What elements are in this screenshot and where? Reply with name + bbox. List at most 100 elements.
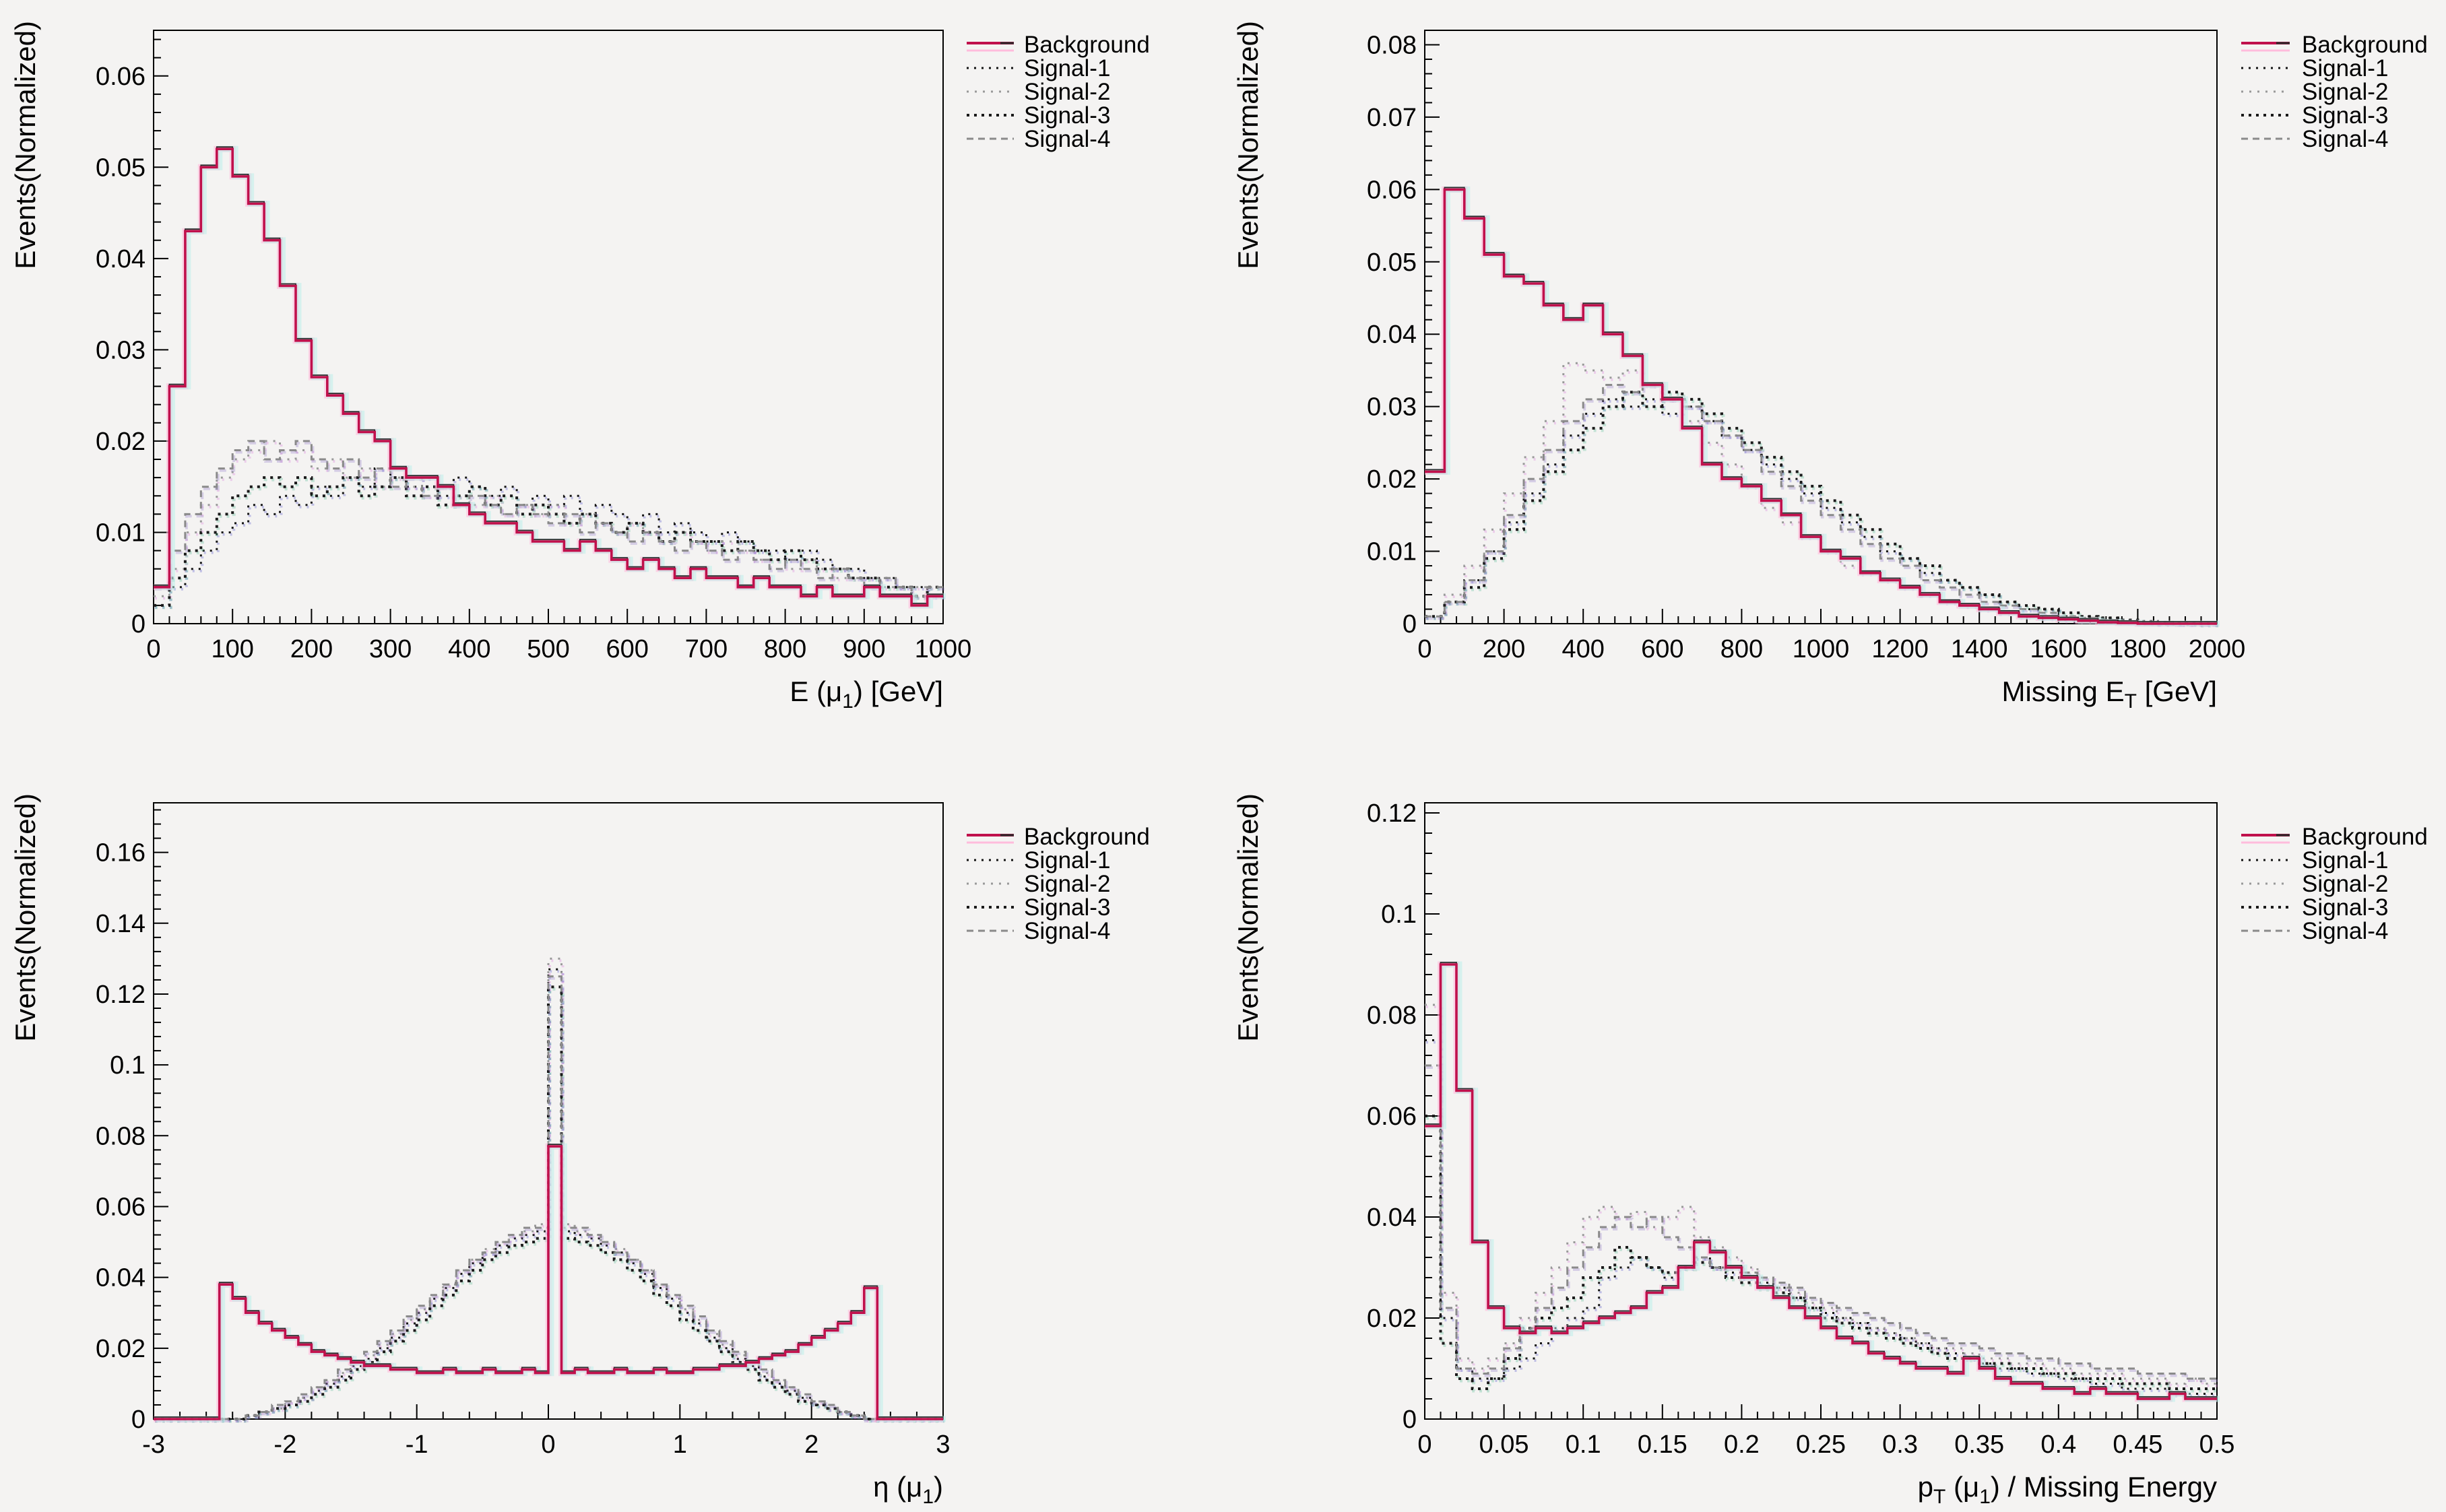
- legend-entry-signal1: Signal-1: [2241, 847, 2388, 874]
- legend-label-signal2: Signal-2: [2302, 79, 2388, 105]
- y-tick-label: 0.05: [96, 154, 146, 182]
- legend: BackgroundSignal-1Signal-2Signal-3Signal…: [2241, 32, 2428, 152]
- x-tick-label: 2000: [2189, 635, 2246, 663]
- y-tick-label: 0.02: [96, 1335, 146, 1363]
- plot-frame: [153, 30, 944, 624]
- x-tick-label: 0: [146, 635, 160, 663]
- series-background-halo-cyan: [1427, 961, 2220, 1402]
- x-tick-label: 0.05: [1479, 1431, 1529, 1459]
- y-tick-label: 0.06: [1367, 176, 1417, 204]
- legend-entry-background: Background: [2241, 32, 2428, 58]
- series-ghost-signal3: [155, 478, 944, 610]
- legend-label-signal4: Signal-4: [2302, 126, 2388, 152]
- x-axis-title: Missing ET​ [GeV]: [2002, 676, 2217, 713]
- legend-entry-signal4: Signal-4: [967, 126, 1110, 152]
- y-tick-label: 0.07: [1367, 104, 1417, 132]
- histogram-chart-e-mu1: 0 100 200 300 400 500 600 700 800 900 1000 0 0.01 0.0…: [9, 21, 1150, 713]
- series-background: [154, 147, 943, 607]
- panel-e-mu1: 0 100 200 300 400 500 600 700 800 900 1000 0 0.01 0.0…: [0, 0, 1223, 756]
- series-signal4: [1425, 1064, 2217, 1380]
- legend-label-signal3: Signal-3: [1024, 102, 1110, 129]
- series-signal3: [1425, 1115, 2217, 1390]
- legend-label-background: Background: [2302, 32, 2428, 58]
- series-background-halo-pink: [1425, 186, 2217, 627]
- series-ghost-signal2: [155, 959, 944, 1422]
- legend-entry-signal2: Signal-2: [967, 871, 1110, 897]
- legend-label-signal2: Signal-2: [2302, 871, 2388, 897]
- x-tick-label: 0.35: [1954, 1431, 2004, 1459]
- series-signal1: [1425, 1039, 2217, 1395]
- legend-label-signal1: Signal-1: [2302, 55, 2388, 81]
- panel-missing-et: 0 200 400 600 800 1000 1200 1400 1600 1800 2000 0 0.…: [1223, 0, 2446, 756]
- legend-entry-background: Background: [967, 32, 1150, 58]
- legend-label-background: Background: [1024, 32, 1150, 58]
- series-background-halo-cyan: [156, 145, 946, 609]
- histogram-chart-eta-mu1: -3 -2 -1 0 1 2 3 0 0.02 0.04 0.06 0.08 0.1 0.12 0.14 0.…: [9, 793, 1150, 1508]
- legend-label-signal4: Signal-4: [2302, 918, 2388, 944]
- y-tick-label: 0.06: [96, 63, 146, 91]
- plot-missing-et: 0 200 400 600 800 1000 1200 1400 1600 1800 2000 0 0.…: [1232, 21, 2428, 713]
- legend-entry-signal2: Signal-2: [2241, 871, 2388, 897]
- legend-label-background: Background: [2302, 824, 2428, 850]
- series-group: [1425, 186, 2220, 628]
- axes: -3 -2 -1 0 1 2 3 0 0.02 0.04 0.06 0.08 0.1 0.12 0.14 0.…: [9, 793, 951, 1508]
- series-signal3: [154, 476, 943, 607]
- x-tick-label: 0: [1417, 635, 1431, 663]
- x-tick-label: 0.3: [1882, 1431, 1918, 1459]
- y-tick-label: 0.12: [1367, 799, 1417, 828]
- y-tick-label: 0.02: [96, 428, 146, 456]
- legend-label-signal3: Signal-3: [2302, 102, 2388, 129]
- y-tick-label: 0: [131, 610, 146, 638]
- plot-eta-mu1: -3 -2 -1 0 1 2 3 0 0.02 0.04 0.06 0.08 0.1 0.12 0.14 0.…: [9, 793, 1150, 1508]
- legend-entry-signal3: Signal-3: [967, 102, 1110, 129]
- plot-pt-mu1-over-met: 0 0.05 0.1 0.15 0.2 0.25 0.3 0.35 0.4 0.45 0.5 0 0.0…: [1232, 793, 2428, 1508]
- y-axis-title: Events(Normalized): [1232, 793, 1264, 1042]
- y-axis-title: Events(Normalized): [1232, 21, 1264, 269]
- legend-label-signal1: Signal-1: [1024, 847, 1110, 874]
- x-tick-label: 400: [1562, 635, 1604, 663]
- legend-label-signal4: Signal-4: [1024, 918, 1110, 944]
- y-tick-label: 0.02: [1367, 465, 1417, 494]
- series-background-outline: [1425, 962, 2217, 1398]
- y-tick-label: 0: [1403, 610, 1417, 638]
- x-tick-label: 1000: [915, 635, 972, 663]
- x-tick-label: 1800: [2109, 635, 2166, 663]
- y-tick-label: 0.06: [96, 1193, 146, 1221]
- series-ghost-signal4: [155, 977, 944, 1422]
- series-background-outline: [154, 146, 943, 604]
- legend-label-signal1: Signal-1: [1024, 55, 1110, 81]
- y-tick-label: 0.04: [96, 245, 146, 273]
- x-tick-label: 900: [843, 635, 885, 663]
- axes: 0 100 200 300 400 500 600 700 800 900 1000 0 0.01 0.0…: [9, 21, 971, 713]
- series-background: [1425, 188, 2217, 625]
- legend-label-signal2: Signal-2: [1024, 79, 1110, 105]
- x-tick-label: 800: [1720, 635, 1763, 663]
- legend-label-signal2: Signal-2: [1024, 871, 1110, 897]
- legend-label-signal3: Signal-3: [2302, 894, 2388, 921]
- x-tick-label: 0.25: [1796, 1431, 1846, 1459]
- series-group: [1425, 961, 2220, 1402]
- x-tick-label: -2: [273, 1431, 296, 1459]
- x-tick-label: 500: [527, 635, 569, 663]
- series-signal4: [1425, 384, 2217, 625]
- x-tick-label: 0.45: [2113, 1431, 2162, 1459]
- legend-entry-signal2: Signal-2: [2241, 79, 2388, 105]
- series-background-halo-pink: [154, 145, 943, 609]
- x-axis-title: pT​ (μ1​) / Missing Energy: [1918, 1471, 2217, 1508]
- legend-entry-signal4: Signal-4: [2241, 918, 2388, 944]
- legend-label-signal4: Signal-4: [1024, 126, 1110, 152]
- x-tick-label: 600: [606, 635, 648, 663]
- x-tick-label: 3: [936, 1431, 950, 1459]
- y-tick-label: 0.03: [1367, 393, 1417, 422]
- x-tick-label: 0.1: [1566, 1431, 1601, 1459]
- x-tick-label: 1600: [2030, 635, 2088, 663]
- x-tick-label: 1200: [1871, 635, 1929, 663]
- x-tick-label: 0: [541, 1431, 555, 1459]
- legend: BackgroundSignal-1Signal-2Signal-3Signal…: [967, 824, 1150, 944]
- series-background: [154, 1145, 943, 1420]
- series-group: [154, 145, 946, 610]
- x-tick-label: 2: [804, 1431, 818, 1459]
- y-axis-title: Events(Normalized): [9, 793, 41, 1042]
- series-ghost-signal4: [1426, 1066, 2218, 1382]
- y-tick-label: 0.08: [96, 1122, 146, 1150]
